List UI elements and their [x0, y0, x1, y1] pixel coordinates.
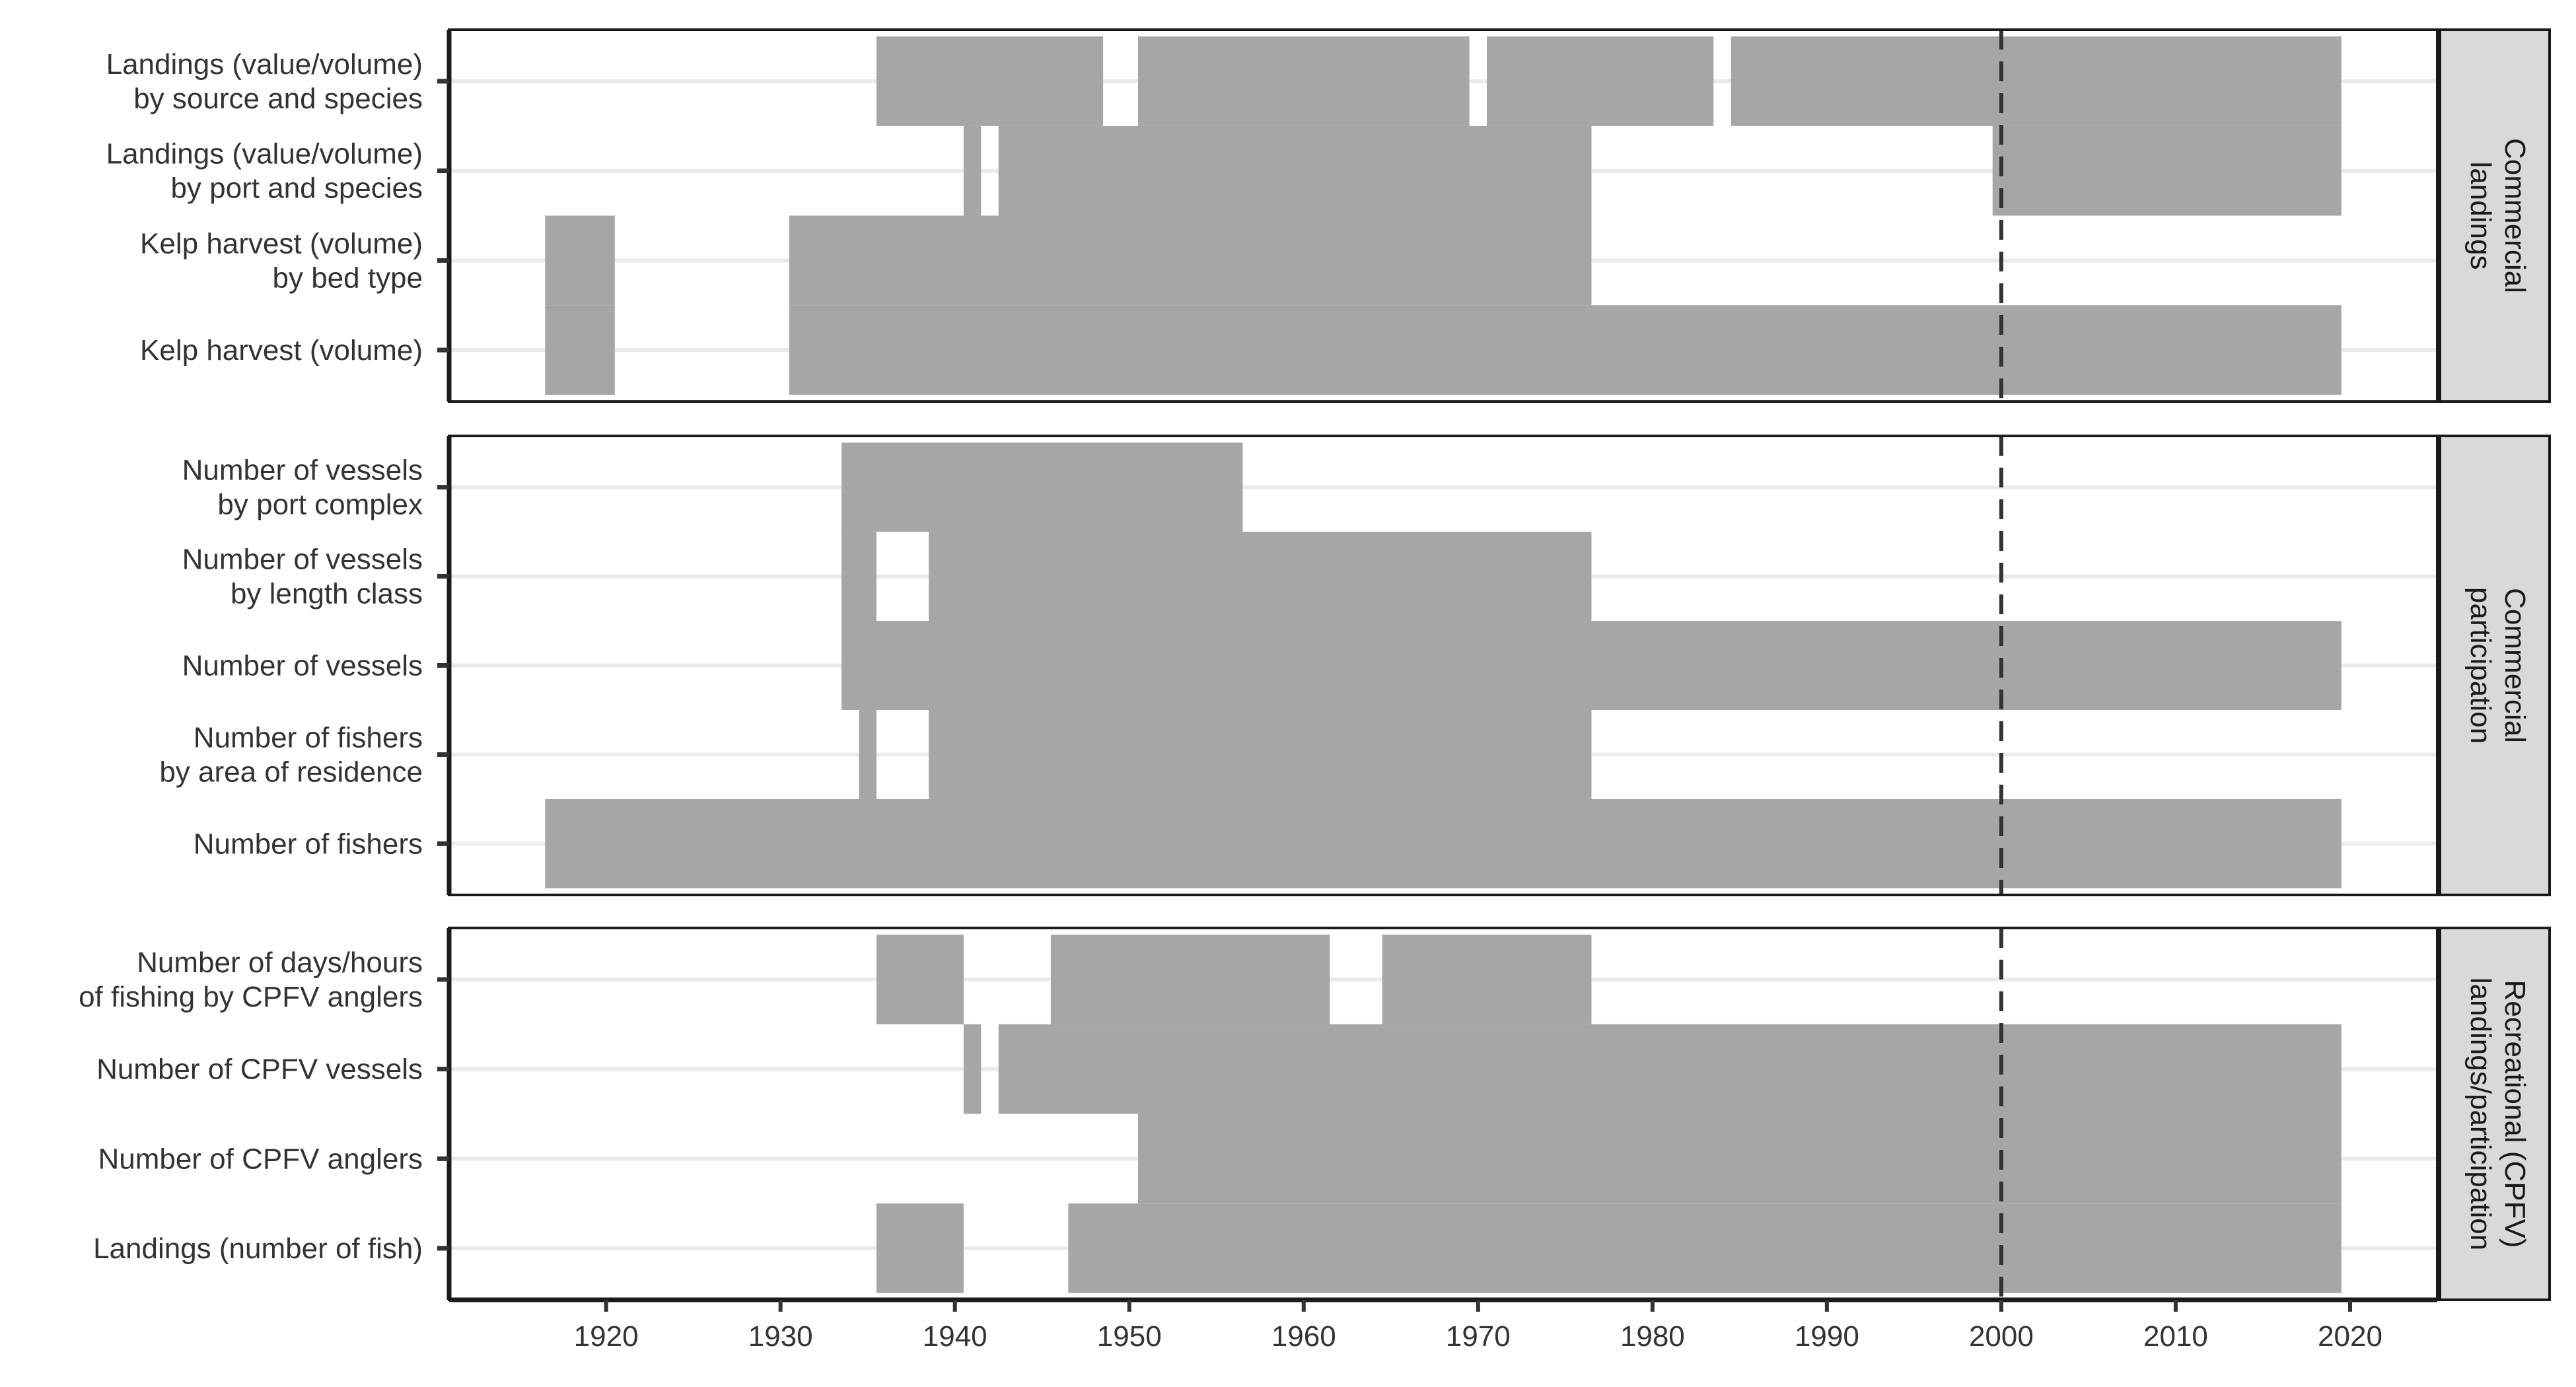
bar-segment [876, 36, 1104, 126]
y-tick-label: Number of CPFV anglers [98, 1143, 423, 1175]
bar-segment [789, 305, 2342, 395]
y-tick-label: Landings (value/volume) by source and spe… [106, 48, 423, 115]
y-tick-label: Kelp harvest (volume) [140, 334, 423, 367]
bar-segment [1137, 36, 1470, 126]
facet-strip-label: Commercialparticipation [2464, 587, 2531, 744]
x-tick-label: 1950 [1097, 1320, 1162, 1353]
bar-segment [841, 532, 877, 622]
bar-segment [545, 305, 615, 395]
y-tick-label: Kelp harvest (volume) by bed type [140, 227, 423, 294]
panel-3: Number of days/hours of fishing by CPFV a… [79, 927, 2551, 1301]
bar-segment [1731, 36, 2342, 126]
bar-segment [545, 215, 615, 306]
bar-segment [1050, 935, 1330, 1024]
bar-segment [963, 1024, 982, 1114]
bar-segment [1992, 125, 2342, 216]
bar-segment [841, 621, 2342, 710]
y-tick-label: Number of vessels by port complex [182, 454, 423, 521]
y-tick-label: Number of days/hours of fishing by CPFV a… [79, 946, 423, 1013]
bar-segment [1068, 1203, 2342, 1293]
x-tick-label: 2010 [2143, 1320, 2208, 1353]
bar-segment [998, 125, 1592, 216]
bar-segment [1382, 935, 1592, 1024]
facet-strip-label: Commerciallandings [2464, 138, 2531, 293]
x-tick-label: 2020 [2318, 1320, 2382, 1353]
x-tick-label: 1940 [923, 1320, 987, 1353]
bar-segment [789, 215, 1592, 306]
x-tick-label: 1980 [1620, 1320, 1685, 1353]
bar-segment [929, 532, 1592, 622]
x-tick-label: 1970 [1446, 1320, 1511, 1353]
bar-segment [841, 443, 1243, 532]
panel-1: Landings (value/volume) by source and spe… [106, 28, 2551, 403]
chart-root: Landings (value/volume) by source and spe… [79, 28, 2551, 1353]
facet-strip-label: Recreational (CPFV)landings/participatio… [2464, 978, 2531, 1250]
bar-segment [963, 125, 982, 216]
panel-2: Number of vessels by port complex Number o… [159, 435, 2551, 896]
x-tick-label: 1920 [574, 1320, 639, 1353]
y-tick-label: Number of fishers by area of residence [159, 721, 423, 788]
y-tick-label: Landings (number of fish) [93, 1232, 423, 1265]
bar-segment [876, 935, 964, 1024]
facet-strip [2439, 435, 2551, 896]
bar-segment [1487, 36, 1714, 126]
facet-strip [2439, 28, 2551, 403]
facet-strip [2439, 927, 2551, 1301]
x-axis: 1920 1930 1940 1950 1960 1970 1980 1990 2000 2010… [449, 1297, 2437, 1353]
x-tick-label: 1960 [1271, 1320, 1336, 1353]
bar-segment [929, 709, 1592, 799]
y-tick-label: Number of vessels by length class [182, 544, 423, 610]
x-tick-label: 2000 [1969, 1320, 2034, 1353]
y-tick-label: Landings (value/volume) by port and speci… [106, 138, 423, 205]
bar-segment [998, 1024, 2342, 1114]
x-tick-label: 1990 [1795, 1320, 1859, 1353]
bar-segment [859, 709, 877, 799]
bar-segment [1137, 1114, 2342, 1204]
y-tick-label: Number of fishers [194, 828, 423, 860]
bar-segment [876, 1203, 964, 1293]
y-tick-label: Number of vessels [182, 650, 423, 682]
y-tick-label: Number of CPFV vessels [96, 1053, 423, 1086]
bar-segment [545, 799, 2342, 888]
x-tick-label: 1930 [748, 1320, 813, 1353]
